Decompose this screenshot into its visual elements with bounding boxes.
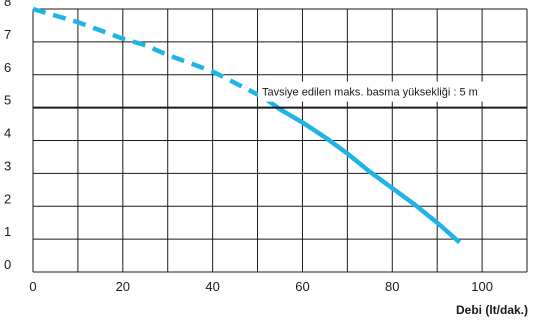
y-tick-label-2: 2	[4, 191, 11, 206]
x-axis-title: Debi (lt/dak.)	[456, 303, 528, 317]
y-tick-label-3: 3	[4, 158, 11, 173]
curve-layer	[32, 6, 462, 245]
y-tick-label-7: 7	[4, 27, 11, 42]
y-tick-label-8: 8	[4, 0, 11, 9]
annotation-layer: Tavsiye edilen maks. basma yüksekliği : …	[258, 81, 524, 102]
performance-curve-solid	[265, 97, 462, 245]
x-axis-ticks: 0 20 40 60 80 100	[29, 279, 493, 294]
y-tick-label-4: 4	[4, 126, 11, 141]
y-tick-label-1: 1	[4, 224, 11, 239]
y-tick-label-5: 5	[4, 93, 11, 108]
x-tick-label-80: 80	[385, 279, 399, 294]
y-tick-label-6: 6	[4, 60, 11, 75]
max-head-annotation: Tavsiye edilen maks. basma yüksekliği : …	[262, 87, 478, 99]
x-tick-label-20: 20	[116, 279, 130, 294]
x-tick-label-60: 60	[295, 279, 309, 294]
annotation-background	[258, 81, 524, 102]
grid	[32, 8, 528, 273]
x-tick-label-40: 40	[205, 279, 219, 294]
performance-curve-dashed	[32, 6, 268, 102]
y-axis-ticks: 0 1 2 3 4 5 6 7 8	[4, 0, 11, 272]
x-tick-label-100: 100	[471, 279, 493, 294]
y-tick-label-0: 0	[4, 257, 11, 272]
x-tick-label-0: 0	[29, 279, 36, 294]
